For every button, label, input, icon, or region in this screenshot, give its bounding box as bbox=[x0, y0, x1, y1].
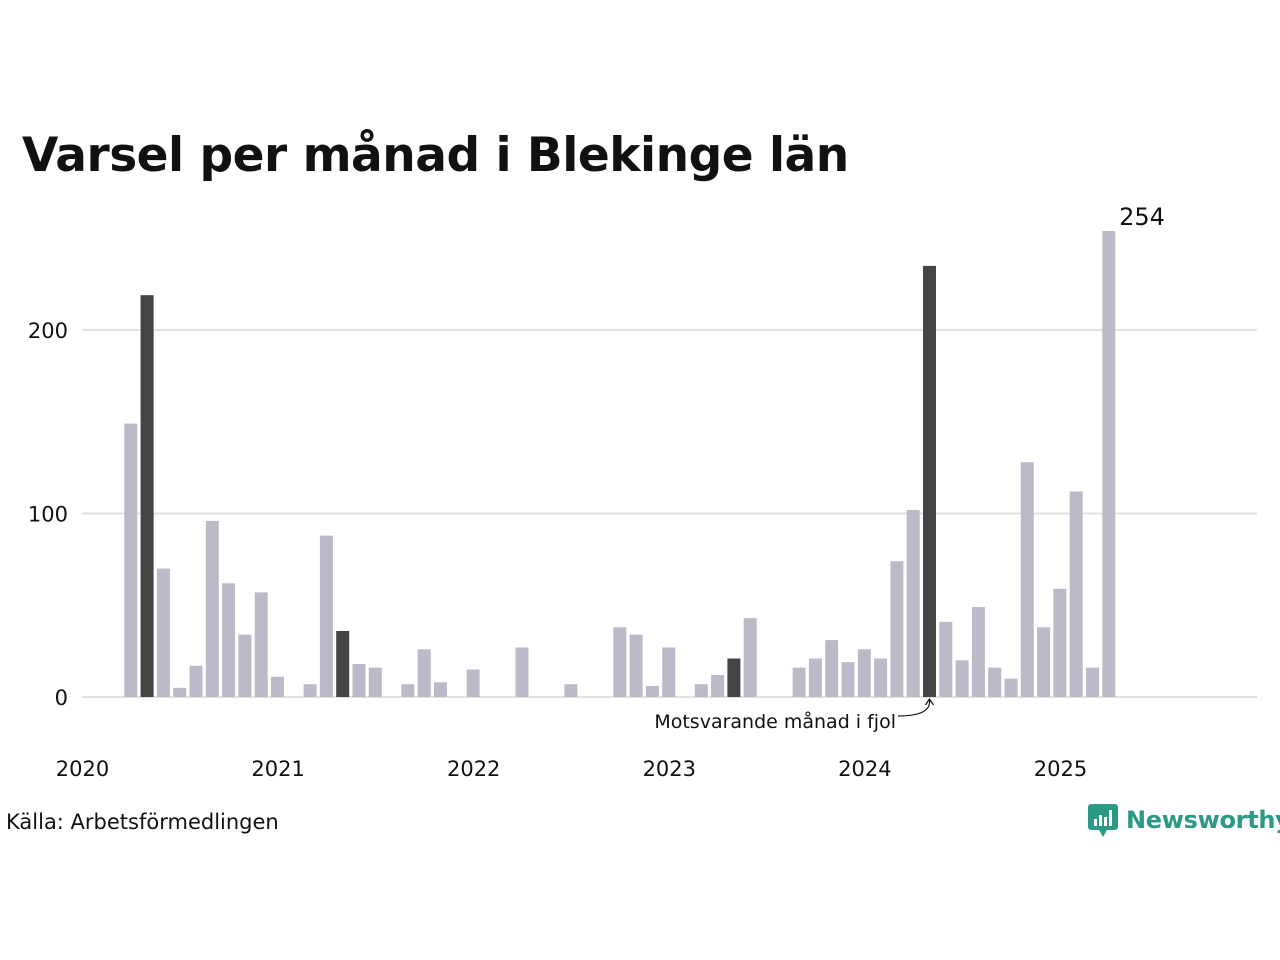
bar bbox=[939, 621, 953, 697]
annotation: Motsvarande månad i fjol bbox=[654, 697, 934, 733]
bar bbox=[140, 295, 154, 697]
bar bbox=[173, 687, 187, 697]
bar bbox=[1053, 588, 1067, 697]
bar bbox=[222, 583, 236, 697]
bar bbox=[336, 631, 350, 697]
bar bbox=[808, 658, 822, 697]
bar bbox=[564, 684, 578, 697]
value-labels: 254 bbox=[1119, 203, 1165, 231]
bar bbox=[825, 640, 839, 697]
x-tick-label: 2020 bbox=[56, 757, 109, 781]
y-tick-label: 200 bbox=[28, 319, 68, 343]
bar bbox=[874, 658, 888, 697]
bar bbox=[401, 684, 415, 697]
bar bbox=[515, 647, 529, 697]
bar bbox=[352, 664, 366, 697]
bar bbox=[1102, 231, 1116, 697]
x-tick-label: 2024 bbox=[838, 757, 891, 781]
bar bbox=[645, 686, 659, 697]
bar bbox=[466, 669, 480, 697]
newsworthy-logo-icon bbox=[1088, 804, 1118, 837]
annotation-arrow bbox=[897, 697, 934, 717]
bar bbox=[743, 618, 757, 697]
bar bbox=[890, 561, 904, 697]
bar bbox=[205, 520, 219, 697]
x-tick-label: 2022 bbox=[447, 757, 500, 781]
bar bbox=[189, 665, 203, 697]
bars bbox=[124, 231, 1116, 697]
bar bbox=[792, 667, 806, 697]
brand-logo: Newsworthy bbox=[1088, 802, 1280, 838]
x-tick-label: 2025 bbox=[1034, 757, 1087, 781]
bar bbox=[254, 592, 268, 697]
bar bbox=[1069, 491, 1083, 697]
annotation-label: Motsvarande månad i fjol bbox=[654, 710, 896, 733]
bar bbox=[238, 634, 252, 697]
bar bbox=[857, 649, 871, 697]
bar bbox=[629, 634, 643, 697]
bar bbox=[727, 658, 741, 697]
bar bbox=[1037, 627, 1051, 697]
brand-name: Newsworthy bbox=[1126, 806, 1280, 834]
bar bbox=[711, 675, 725, 697]
bar bbox=[694, 684, 708, 697]
x-tick-label: 2021 bbox=[251, 757, 304, 781]
bar bbox=[1086, 667, 1099, 697]
value-label: 254 bbox=[1119, 203, 1165, 231]
bar bbox=[988, 667, 1002, 697]
bar bbox=[271, 676, 284, 697]
bar bbox=[955, 660, 969, 697]
bar bbox=[434, 682, 447, 697]
bar bbox=[923, 265, 936, 697]
bar bbox=[841, 662, 855, 697]
bar bbox=[662, 647, 676, 697]
bar bbox=[1020, 462, 1034, 697]
bar bbox=[124, 423, 138, 697]
bar bbox=[906, 509, 920, 697]
bar bbox=[971, 607, 985, 697]
x-axis: 2020 2021 2022 2023 2024 2025 bbox=[56, 757, 1087, 781]
bar bbox=[417, 649, 431, 697]
bar bbox=[1004, 678, 1018, 697]
y-tick-label: 0 bbox=[55, 686, 68, 710]
bar-chart: 0 100 200 2020 2021 2022 2023 2024 2025 Motsvar… bbox=[28, 203, 1257, 781]
bar bbox=[319, 535, 333, 697]
source-note: Källa: Arbetsförmedlingen bbox=[6, 810, 279, 834]
chart-title: Varsel per månad i Blekinge län bbox=[22, 128, 849, 183]
bar bbox=[368, 667, 382, 697]
y-tick-label: 100 bbox=[28, 503, 68, 527]
y-axis: 0 100 200 bbox=[28, 319, 68, 710]
bar bbox=[156, 568, 170, 697]
bar bbox=[613, 627, 627, 697]
bar bbox=[303, 684, 317, 697]
x-tick-label: 2023 bbox=[643, 757, 696, 781]
